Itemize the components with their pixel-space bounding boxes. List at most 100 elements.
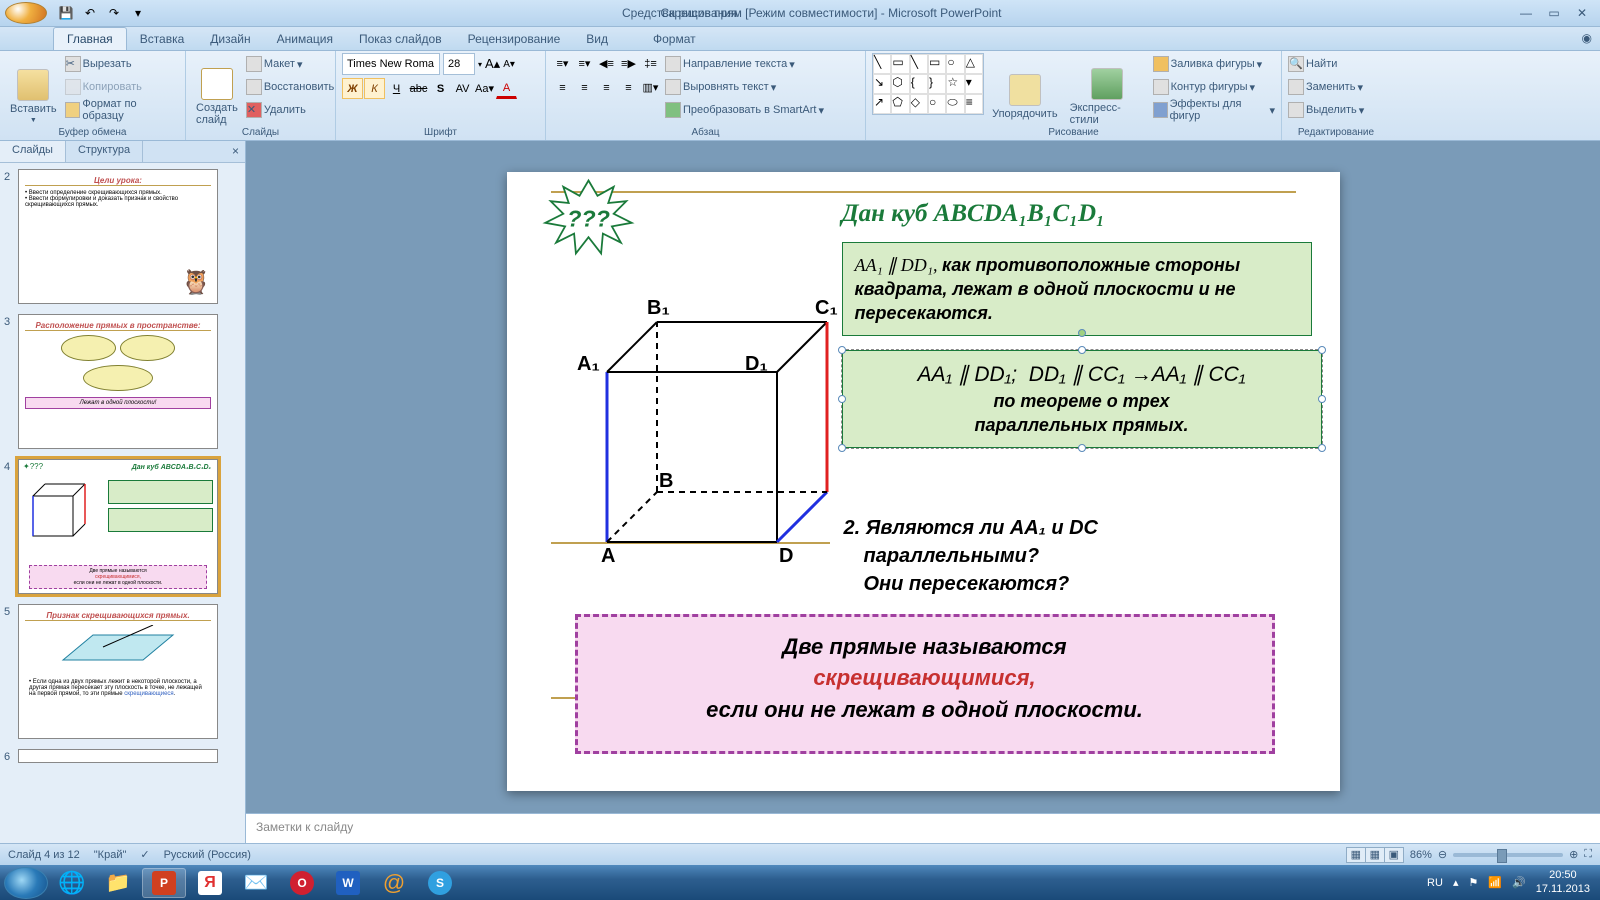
question-2[interactable]: 2. Являются ли АА₁ и DC параллельными? О…	[844, 514, 1098, 598]
bold-button[interactable]: Ж	[342, 78, 363, 99]
slide-canvas[interactable]: ??? Дан куб ABCDA₁B₁C₁D₁ A	[507, 172, 1340, 791]
tab-view[interactable]: Вид	[573, 28, 621, 50]
replace-button[interactable]: Заменить ▾	[1288, 76, 1384, 98]
tab-format[interactable]: Формат	[640, 28, 709, 50]
underline-button[interactable]: Ч	[386, 78, 407, 99]
pink-definition-box[interactable]: Две прямые называются скрещивающимися, е…	[575, 614, 1275, 754]
taskbar-opera-icon[interactable]: O	[280, 868, 324, 898]
tab-animation[interactable]: Анимация	[264, 28, 346, 50]
cut-button[interactable]: ✂Вырезать	[65, 53, 179, 75]
shadow-button[interactable]: S	[430, 78, 451, 99]
thumb-4[interactable]: ✦??? Дан куб ABCDA₁B₁C₁D₁ Две прямые наз…	[18, 459, 218, 594]
spellcheck-icon[interactable]: ✓	[140, 848, 149, 861]
align-left-icon[interactable]: ≡	[552, 77, 573, 98]
reset-button[interactable]: Восстановить	[246, 76, 334, 98]
panel-close-icon[interactable]: ×	[226, 141, 245, 162]
taskbar-powerpoint-icon[interactable]: P	[142, 868, 186, 898]
green-box-2[interactable]: AA₁ ∥ DD₁; DD₁ ∥ CC₁ →AA₁ ∥ CC₁ по теоре…	[842, 350, 1322, 449]
thumb-3[interactable]: Расположение прямых в пространстве: Лежа…	[18, 314, 218, 449]
select-button[interactable]: Выделить ▾	[1288, 99, 1384, 121]
font-size-select[interactable]	[443, 53, 475, 75]
layout-button[interactable]: Макет ▾	[246, 53, 334, 75]
taskbar-explorer-icon[interactable]: 📁	[96, 868, 140, 898]
green-box-1[interactable]: AA₁ ∥ DD₁, как противоположные стороны к…	[842, 242, 1312, 337]
tab-slideshow[interactable]: Показ слайдов	[346, 28, 455, 50]
align-text-button[interactable]: Выровнять текст ▾	[665, 76, 824, 98]
cube-diagram[interactable]: A B D A₁ B₁ C₁ D₁	[547, 242, 847, 572]
taskbar-word-icon[interactable]: W	[326, 868, 370, 898]
strike-button[interactable]: abc	[408, 78, 429, 99]
sorter-view-icon[interactable]: ▦	[1365, 847, 1385, 863]
slide-title[interactable]: Дан куб ABCDA₁B₁C₁D₁	[842, 200, 1105, 228]
copy-button[interactable]: Копировать	[65, 76, 179, 98]
font-name-select[interactable]	[342, 53, 440, 75]
tab-home[interactable]: Главная	[53, 27, 127, 50]
justify-icon[interactable]: ≡	[618, 77, 639, 98]
redo-icon[interactable]: ↷	[103, 3, 125, 23]
numbering-icon[interactable]: ≡▾	[574, 53, 595, 74]
thumb-6[interactable]	[18, 749, 218, 763]
tab-insert[interactable]: Вставка	[127, 28, 198, 50]
panel-tab-slides[interactable]: Слайды	[0, 141, 66, 162]
text-direction-button[interactable]: Направление текста ▾	[665, 53, 824, 75]
notes-pane[interactable]: Заметки к слайду	[246, 813, 1600, 843]
save-icon[interactable]: 💾	[55, 3, 77, 23]
tray-lang[interactable]: RU	[1427, 877, 1443, 889]
align-center-icon[interactable]: ≡	[574, 77, 595, 98]
delete-button[interactable]: ✕Удалить	[246, 99, 334, 121]
fit-window-icon[interactable]: ⛶	[1584, 848, 1592, 861]
bullets-icon[interactable]: ≡▾	[552, 53, 573, 74]
qat-more-icon[interactable]: ▾	[127, 3, 149, 23]
start-button[interactable]	[4, 867, 48, 899]
format-painter-button[interactable]: Формат по образцу	[65, 99, 179, 121]
thumb-5[interactable]: Признак скрещивающихся прямых. • Если од…	[18, 604, 218, 739]
shrink-font-icon[interactable]: A▾	[503, 59, 515, 70]
panel-tab-outline[interactable]: Структура	[66, 141, 143, 162]
shape-outline-button[interactable]: Контур фигуры ▾	[1153, 76, 1275, 98]
zoom-in-icon[interactable]: ⊕	[1569, 848, 1578, 861]
tab-review[interactable]: Рецензирование	[455, 28, 574, 50]
line-spacing-icon[interactable]: ‡≡	[640, 53, 661, 74]
taskbar-mail-icon[interactable]: ✉️	[234, 868, 278, 898]
zoom-value[interactable]: 86%	[1410, 849, 1432, 861]
slideshow-view-icon[interactable]: ▣	[1384, 847, 1404, 863]
columns-icon[interactable]: ▥▾	[640, 77, 661, 98]
spacing-button[interactable]: AV	[452, 78, 473, 99]
normal-view-icon[interactable]: ▦	[1346, 847, 1366, 863]
tab-design[interactable]: Дизайн	[197, 28, 263, 50]
taskbar-ie-icon[interactable]: 🌐	[50, 868, 94, 898]
context-tools-title: Средства рисования	[622, 6, 737, 20]
shape-fill-button[interactable]: Заливка фигуры ▾	[1153, 53, 1275, 75]
taskbar-skype-icon[interactable]: S	[418, 868, 462, 898]
shape-effects-button[interactable]: Эффекты для фигур ▾	[1153, 99, 1275, 121]
taskbar-at-icon[interactable]: @	[372, 868, 416, 898]
align-right-icon[interactable]: ≡	[596, 77, 617, 98]
grow-font-icon[interactable]: A▴	[485, 56, 500, 72]
smartart-button[interactable]: Преобразовать в SmartArt ▾	[665, 99, 824, 121]
tray-network-icon[interactable]: 📶	[1488, 876, 1502, 889]
zoom-out-icon[interactable]: ⊖	[1438, 848, 1447, 861]
tray-sound-icon[interactable]: 🔊	[1512, 876, 1526, 889]
tray-clock[interactable]: 20:5017.11.2013	[1536, 869, 1590, 895]
font-color-button[interactable]: A	[496, 78, 517, 99]
title-bar: 💾 ↶ ↷ ▾ Скрещив прям [Режим совместимост…	[0, 0, 1600, 27]
taskbar-yandex-icon[interactable]: Я	[188, 868, 232, 898]
status-lang[interactable]: Русский (Россия)	[164, 849, 251, 861]
inc-indent-icon[interactable]: ≡▶	[618, 53, 639, 74]
dec-indent-icon[interactable]: ◀≡	[596, 53, 617, 74]
help-icon[interactable]: ◉	[1582, 31, 1592, 45]
tray-up-icon[interactable]: ▴	[1453, 876, 1459, 889]
thumb-2[interactable]: Цели урока: • Ввести определение скрещив…	[18, 169, 218, 304]
case-button[interactable]: Aa▾	[474, 78, 495, 99]
close-button[interactable]: ✕	[1569, 5, 1595, 21]
tray-flag-icon[interactable]: ⚑	[1468, 876, 1478, 889]
shapes-gallery[interactable]: ╲▭╲▭○△ ↘⬡{}☆▾ ↗⬠◇○⬭≡	[872, 53, 984, 115]
italic-button[interactable]: К	[364, 78, 385, 99]
office-button[interactable]	[5, 2, 47, 24]
maximize-button[interactable]: ▭	[1541, 5, 1567, 21]
undo-icon[interactable]: ↶	[79, 3, 101, 23]
zoom-slider[interactable]	[1453, 853, 1563, 857]
minimize-button[interactable]: —	[1513, 5, 1539, 21]
find-button[interactable]: 🔍Найти	[1288, 53, 1384, 75]
thumbnail-list[interactable]: 2 Цели урока: • Ввести определение скрещ…	[0, 163, 245, 843]
